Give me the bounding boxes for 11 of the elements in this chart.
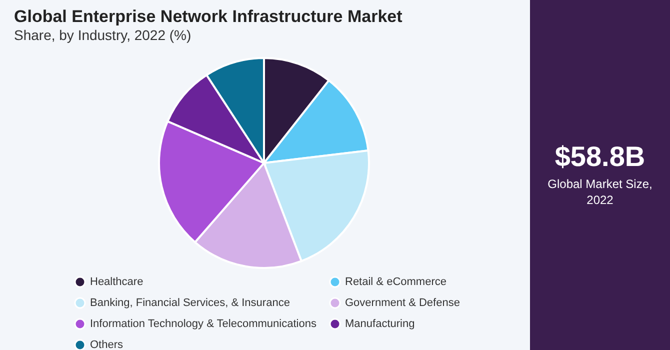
- legend-label: Manufacturing: [345, 318, 415, 330]
- legend-label: Retail & eCommerce: [345, 276, 446, 288]
- legend-label: Banking, Financial Services, & Insurance: [90, 297, 290, 309]
- legend-label: Others: [90, 339, 124, 350]
- chart-subtitle: Share, by Industry, 2022 (%): [14, 27, 192, 43]
- legend-label: Information Technology & Telecommunications: [90, 318, 317, 330]
- legend-label: Healthcare: [90, 276, 144, 288]
- text: Global Market Size, 2022: [546, 177, 654, 209]
- text: $58.8B: [554, 141, 646, 174]
- chart-title: Global Enterprise Network Infrastructure Market: [14, 7, 403, 26]
- legend-label: Government & Defense: [345, 297, 460, 309]
